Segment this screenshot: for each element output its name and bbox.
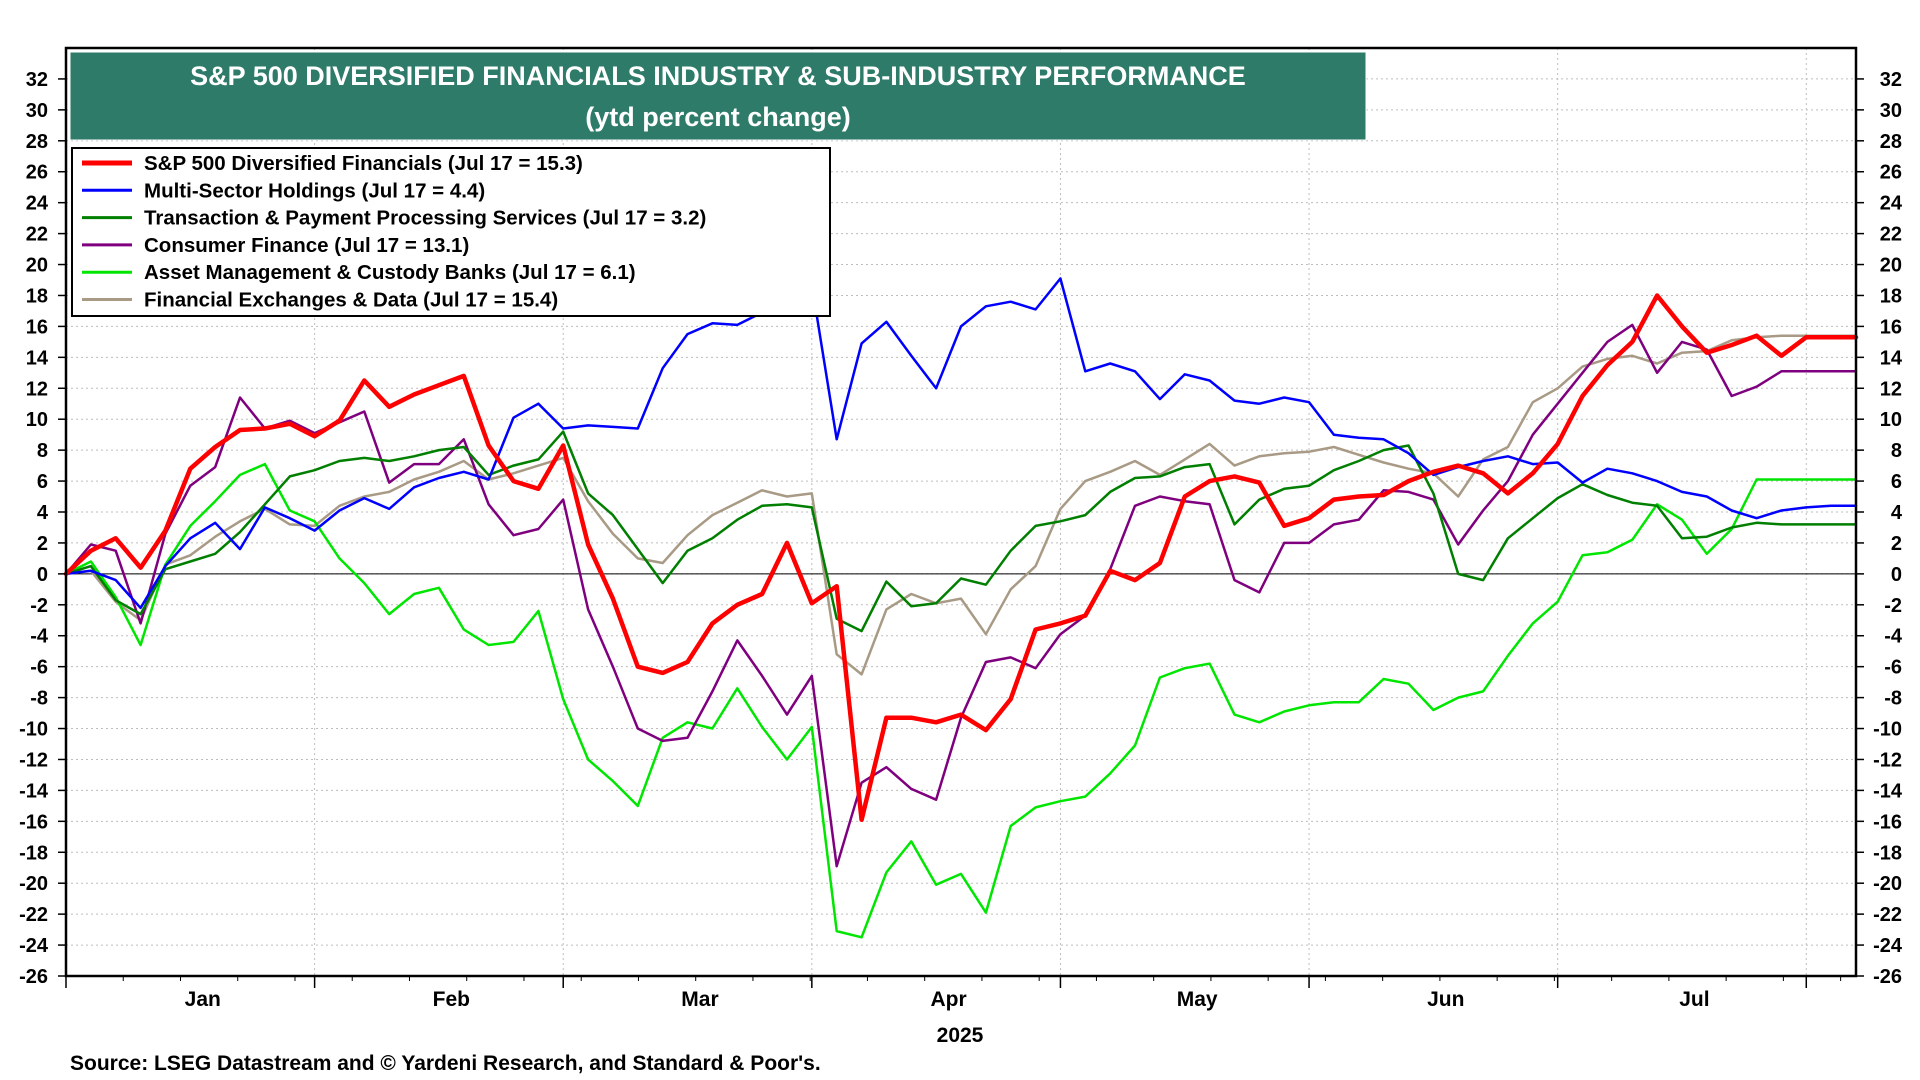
- series-line-5: [64, 334, 1858, 676]
- y-tick-label-right: 18: [1880, 285, 1902, 307]
- legend-label: Multi-Sector Holdings (Jul 17 = 4.4): [144, 179, 485, 202]
- y-tick-label-right: -22: [1873, 904, 1902, 926]
- y-tick-label-right: 26: [1880, 162, 1902, 184]
- y-tick-label-left: 26: [26, 162, 48, 184]
- y-tick-label-right: 10: [1880, 409, 1902, 431]
- x-axis: Jan Feb Mar Apr May Jun Jul: [65, 976, 1842, 1011]
- y-tick-label-left: 14: [26, 347, 49, 369]
- y-tick-label-left: 4: [37, 502, 49, 524]
- legend-label: S&P 500 Diversified Financials (Jul 17 =…: [144, 152, 583, 175]
- y-tick-label-left: -26: [19, 966, 48, 988]
- y-tick-label-left: -24: [19, 935, 49, 957]
- y-tick-label-left: 16: [26, 316, 48, 338]
- series-line-1: [64, 277, 1858, 610]
- month-label: Jan: [185, 988, 221, 1011]
- legend-label: Financial Exchanges & Data (Jul 17 = 15.…: [144, 289, 558, 312]
- month-label: Feb: [433, 988, 470, 1011]
- y-tick-label-left: 6: [37, 471, 48, 493]
- y-tick-label-left: 28: [26, 131, 48, 153]
- y-tick-label-left: -22: [19, 904, 48, 926]
- y-tick-label-right: -26: [1873, 966, 1902, 988]
- month-label: May: [1177, 988, 1218, 1011]
- y-tick-label-left: -12: [19, 749, 48, 771]
- y-tick-label-left: -16: [19, 811, 48, 833]
- series-line-0: [63, 293, 1859, 823]
- y-tick-label-right: -6: [1884, 657, 1902, 679]
- month-label: Jul: [1679, 988, 1709, 1011]
- y-axis-right: 32302826242220181614121086420-2-4-6-8-10…: [1856, 69, 1903, 988]
- y-tick-label-right: -24: [1873, 935, 1903, 957]
- y-tick-label-left: 18: [26, 285, 48, 307]
- chart-title: S&P 500 DIVERSIFIED FINANCIALS INDUSTRY …: [190, 61, 1246, 91]
- y-tick-label-left: 24: [26, 193, 49, 215]
- y-axis-left: 32302826242220181614121086420-2-4-6-8-10…: [19, 69, 66, 988]
- y-tick-label-right: -8: [1884, 688, 1902, 710]
- series-line-4: [64, 462, 1858, 939]
- series-line-2: [64, 430, 1858, 633]
- y-tick-label-right: 8: [1891, 440, 1902, 462]
- y-tick-label-right: 28: [1880, 131, 1902, 153]
- month-label: Mar: [681, 988, 718, 1011]
- y-tick-label-right: -16: [1873, 811, 1902, 833]
- y-tick-label-left: -6: [30, 657, 48, 679]
- legend: S&P 500 Diversified Financials (Jul 17 =…: [82, 152, 706, 312]
- y-tick-label-left: 22: [26, 224, 48, 246]
- y-tick-label-right: 0: [1891, 564, 1902, 586]
- y-tick-label-right: 4: [1891, 502, 1903, 524]
- y-tick-label-right: 20: [1880, 255, 1902, 277]
- y-tick-label-left: -8: [30, 688, 48, 710]
- y-tick-label-left: -10: [19, 719, 48, 741]
- y-tick-label-right: 32: [1880, 69, 1902, 91]
- y-tick-label-left: 2: [37, 533, 48, 555]
- title-box: [69, 51, 1367, 141]
- y-tick-label-right: -10: [1873, 719, 1902, 741]
- y-tick-label-right: 24: [1880, 193, 1903, 215]
- y-tick-label-right: -18: [1873, 842, 1902, 864]
- y-tick-label-right: -20: [1873, 873, 1902, 895]
- y-tick-label-right: 6: [1891, 471, 1902, 493]
- legend-label: Consumer Finance (Jul 17 = 13.1): [144, 234, 469, 257]
- y-tick-label-left: 32: [26, 69, 48, 91]
- y-tick-label-right: 16: [1880, 316, 1902, 338]
- month-label: Apr: [930, 988, 966, 1011]
- y-tick-label-left: 12: [26, 378, 48, 400]
- y-tick-label-left: 0: [37, 564, 48, 586]
- y-tick-label-right: 2: [1891, 533, 1902, 555]
- legend-label: Asset Management & Custody Banks (Jul 17…: [144, 261, 636, 284]
- y-tick-label-right: -2: [1884, 595, 1902, 617]
- y-tick-label-right: 22: [1880, 224, 1902, 246]
- chart-subtitle: (ytd percent change): [585, 102, 851, 132]
- year-label: 2025: [937, 1024, 984, 1047]
- y-tick-label-left: 20: [26, 255, 48, 277]
- y-tick-label-right: 12: [1880, 378, 1902, 400]
- y-tick-label-left: 30: [26, 100, 48, 122]
- y-tick-label-left: -18: [19, 842, 48, 864]
- y-tick-label-left: 8: [37, 440, 48, 462]
- legend-label: Transaction & Payment Processing Service…: [144, 207, 706, 230]
- y-tick-label-left: 10: [26, 409, 48, 431]
- series-line-3: [64, 323, 1858, 868]
- y-tick-label-right: 14: [1880, 347, 1903, 369]
- y-tick-label-left: -2: [30, 595, 48, 617]
- y-tick-label-right: -12: [1873, 749, 1902, 771]
- source-note: Source: LSEG Datastream and © Yardeni Re…: [70, 1052, 821, 1075]
- y-tick-label-right: 30: [1880, 100, 1902, 122]
- y-tick-label-left: -14: [19, 780, 49, 802]
- y-tick-label-right: -4: [1884, 626, 1903, 648]
- month-label: Jun: [1427, 988, 1464, 1011]
- legend-box: [71, 147, 831, 317]
- y-tick-label-left: -4: [30, 626, 49, 648]
- y-tick-label-left: -20: [19, 873, 48, 895]
- series-layer: [63, 277, 1859, 939]
- y-tick-label-right: -14: [1873, 780, 1903, 802]
